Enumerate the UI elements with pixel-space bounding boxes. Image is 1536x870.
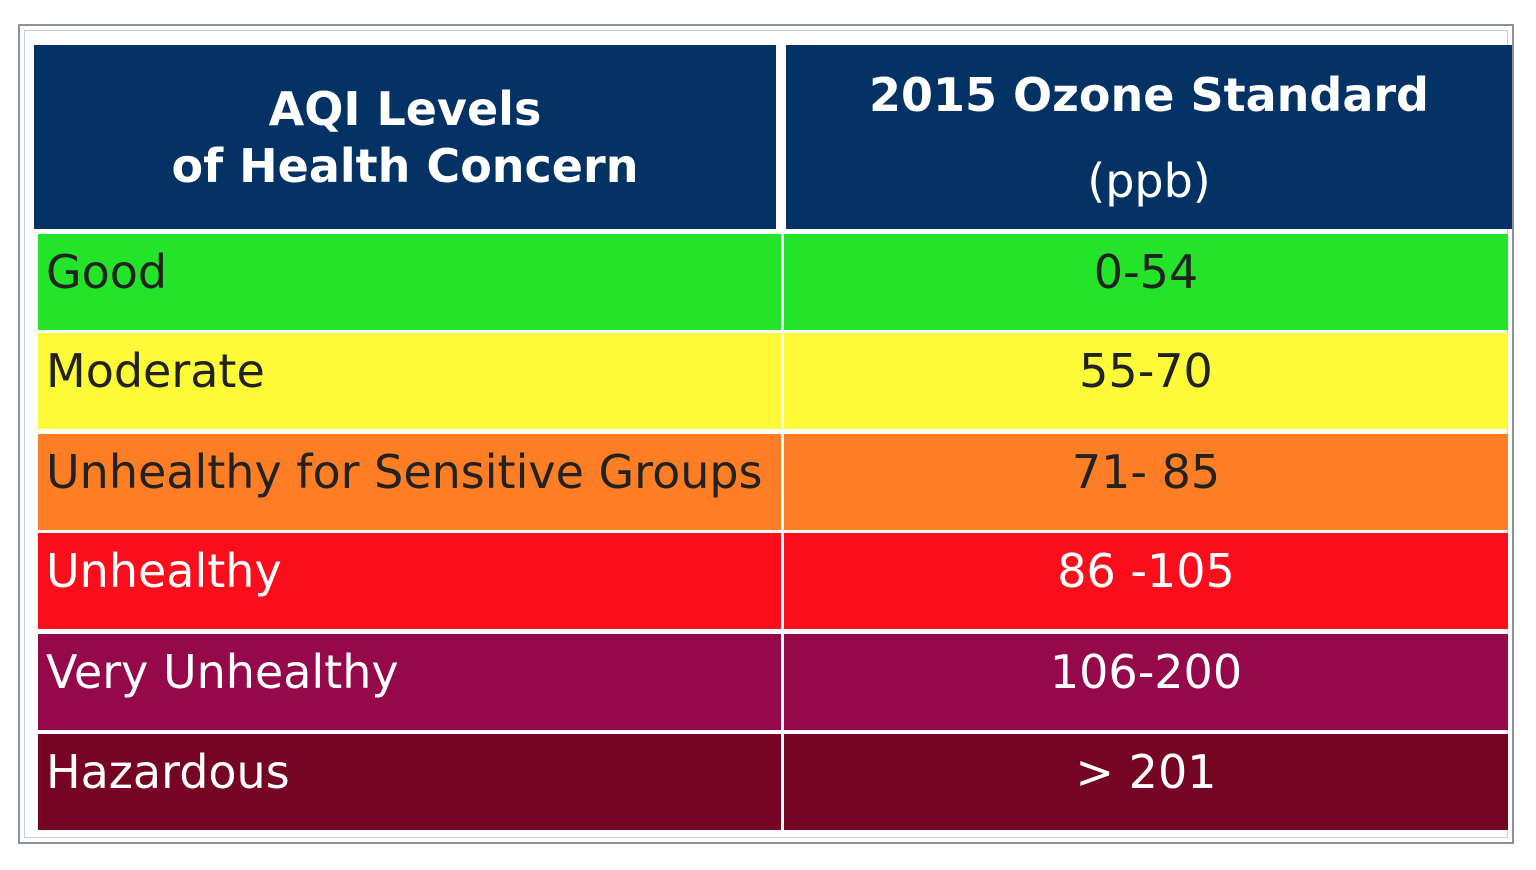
header-ozone-unit: (ppb) <box>1087 154 1211 208</box>
range-cell: > 201 <box>784 734 1508 830</box>
header-aqi-line2: of Health Concern <box>171 139 639 193</box>
level-cell: Unhealthy <box>38 533 781 629</box>
range-cell: 86 -105 <box>784 533 1508 629</box>
header-aqi-line1: AQI Levels <box>268 82 542 136</box>
range-cell: 0-54 <box>784 234 1508 330</box>
level-cell: Moderate <box>38 333 781 429</box>
table-row-unhealthy: Unhealthy 86 -105 <box>38 533 1508 629</box>
table-row-unhealthy-sensitive: Unhealthy for Sensitive Groups 71- 85 <box>38 434 1508 530</box>
aqi-table: AQI Levels of Health Concern 2015 Ozone … <box>18 24 1514 844</box>
level-cell: Good <box>38 234 781 330</box>
level-cell: Unhealthy for Sensitive Groups <box>38 434 781 530</box>
table-row-hazardous: Hazardous > 201 <box>38 734 1508 830</box>
header-ozone-title: 2015 Ozone Standard <box>869 68 1429 122</box>
header-cell-ozone-standard: 2015 Ozone Standard (ppb) <box>786 45 1512 229</box>
range-cell: 71- 85 <box>784 434 1508 530</box>
table-row-moderate: Moderate 55-70 <box>38 333 1508 429</box>
range-cell: 55-70 <box>784 333 1508 429</box>
aqi-table-inner-border: AQI Levels of Health Concern 2015 Ozone … <box>24 30 1512 838</box>
header-cell-aqi-levels: AQI Levels of Health Concern <box>34 45 776 229</box>
level-cell: Hazardous <box>38 734 781 830</box>
table-row-good: Good 0-54 <box>38 234 1508 330</box>
level-cell: Very Unhealthy <box>38 634 781 730</box>
range-cell: 106-200 <box>784 634 1508 730</box>
table-row-very-unhealthy: Very Unhealthy 106-200 <box>38 634 1508 730</box>
